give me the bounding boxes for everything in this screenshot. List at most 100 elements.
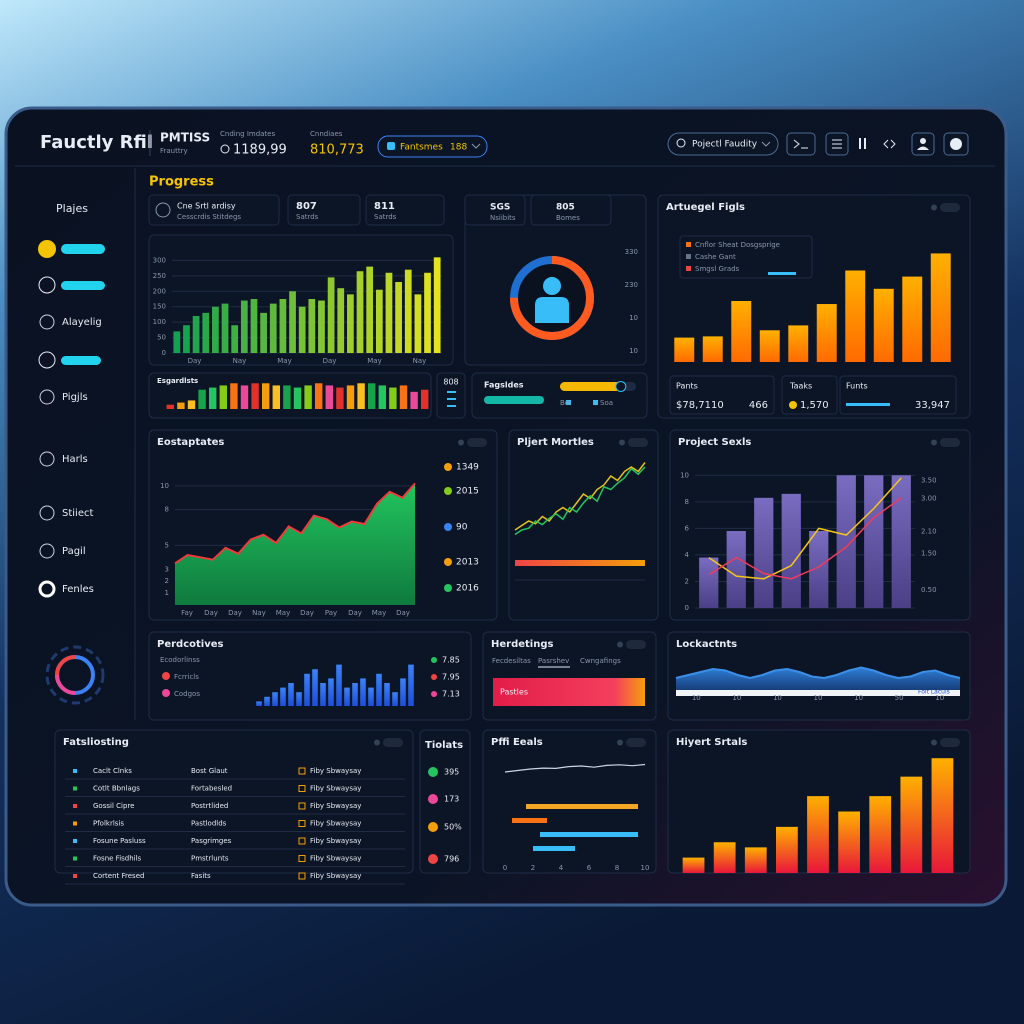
legend-label: Fcrricls xyxy=(174,673,199,681)
search-box[interactable] xyxy=(667,132,779,156)
toggle[interactable] xyxy=(626,738,646,747)
x-tick-label: May xyxy=(372,609,386,617)
sidebar-item[interactable]: Harls xyxy=(62,454,88,465)
table-cell: Pastlodlds xyxy=(191,820,227,828)
toggle[interactable] xyxy=(940,203,960,212)
bar xyxy=(352,683,358,706)
task-bar xyxy=(526,804,638,809)
sidebar-item[interactable]: Fenles xyxy=(62,584,94,595)
sidebar-item[interactable]: Stiiect xyxy=(62,508,93,519)
bar xyxy=(891,475,911,608)
pause-button[interactable] xyxy=(859,138,866,149)
x-tick-label: 10 xyxy=(854,694,863,702)
bar xyxy=(283,385,291,409)
bar xyxy=(296,692,302,706)
y-tick-label: 1 xyxy=(165,589,169,597)
tag: Bo xyxy=(560,399,569,407)
side-label: 230 xyxy=(625,281,638,289)
toggle[interactable] xyxy=(628,438,648,447)
line xyxy=(504,763,646,773)
y-tick-label: 300 xyxy=(153,256,166,264)
legend-label: Cnflor Sheat Dosgsprige xyxy=(695,241,780,249)
x-tick-label: Day xyxy=(188,357,202,365)
toggle[interactable] xyxy=(61,244,105,254)
tab[interactable]: Fecdesiltas xyxy=(492,657,531,665)
brand: PMTISS xyxy=(160,131,210,145)
x-tick-label: Day xyxy=(228,609,242,617)
bar-label: Pastles xyxy=(500,688,528,697)
stat-dot xyxy=(789,401,797,409)
toggle[interactable] xyxy=(61,356,101,365)
stat-icon xyxy=(220,144,230,154)
legend-line xyxy=(768,272,796,275)
toggle[interactable] xyxy=(940,438,960,447)
bar xyxy=(368,687,374,706)
stat-card xyxy=(365,194,445,226)
toggle[interactable] xyxy=(383,738,403,747)
legend-label: Smgsl Grads xyxy=(695,265,740,273)
tab[interactable]: Pasrshev xyxy=(538,657,569,665)
stat-card xyxy=(287,194,361,226)
dropdown-box[interactable] xyxy=(377,135,488,158)
toggle[interactable] xyxy=(626,640,646,649)
tab[interactable]: Cwngafings xyxy=(580,657,621,665)
legend-label: 2015 xyxy=(456,487,479,497)
stat-card xyxy=(530,194,612,226)
panel-title: Tiolats xyxy=(425,740,463,751)
highlight-bar xyxy=(493,678,645,706)
toggle-dot xyxy=(931,739,937,746)
toggle[interactable] xyxy=(940,738,960,747)
y-tick-label: 8 xyxy=(165,506,169,514)
table-cell: Gossil Cipre xyxy=(93,802,134,810)
toggle-dot xyxy=(619,439,625,446)
x-tick-label: 10 xyxy=(935,694,944,702)
bar xyxy=(346,385,355,409)
bar xyxy=(177,402,185,409)
bar xyxy=(166,404,175,409)
avatar-body xyxy=(535,297,569,323)
bar xyxy=(404,269,412,353)
bar xyxy=(900,776,923,873)
bar xyxy=(682,857,705,873)
gauge-arc xyxy=(510,256,594,340)
panel-title: Pffi Eeals xyxy=(491,737,543,748)
x-tick-label: Day xyxy=(300,609,314,617)
icon xyxy=(832,139,842,149)
line xyxy=(708,497,902,580)
bar xyxy=(367,383,376,409)
search[interactable]: Pojectl Faudity xyxy=(667,132,779,156)
stat-label: Funts xyxy=(846,382,868,391)
dropdown[interactable]: Fantsmes 188 xyxy=(377,135,488,158)
sidebar-item[interactable]: Pigjls xyxy=(62,392,88,403)
y-tick-label: 4 xyxy=(685,551,690,559)
cell-icon xyxy=(298,872,306,880)
stat-value: 1189,99 xyxy=(233,143,287,158)
bar xyxy=(260,312,267,353)
legend-label: Codgos xyxy=(174,690,200,698)
card-label: Cne Srtl ardisy xyxy=(177,202,236,211)
panel xyxy=(148,631,472,721)
pill-label: Foit Laculs xyxy=(918,689,950,696)
nav-button[interactable] xyxy=(883,139,896,149)
sidebar-icon xyxy=(39,505,55,521)
bar xyxy=(809,531,829,608)
chevron xyxy=(471,143,481,149)
cell-icon xyxy=(298,802,306,810)
bar xyxy=(392,692,398,706)
sidebar-item[interactable]: Pagil xyxy=(62,546,86,557)
cell-icon xyxy=(298,767,306,775)
bar xyxy=(250,299,258,353)
toggle[interactable] xyxy=(467,438,487,447)
bar xyxy=(838,811,860,873)
legend-label: Ecodorlinss xyxy=(160,656,200,664)
cell-icon xyxy=(298,837,306,845)
legend-dot xyxy=(162,672,170,680)
legend-label: 50% xyxy=(444,823,462,832)
bar xyxy=(280,687,286,706)
toggle[interactable] xyxy=(61,281,105,290)
toolbar-button[interactable] xyxy=(786,132,816,156)
stat-value: 33,947 xyxy=(915,400,950,411)
sidebar-icon xyxy=(39,389,55,405)
stat-value: 1,570 xyxy=(800,400,829,411)
sidebar-item[interactable]: Alayelig xyxy=(62,317,102,328)
